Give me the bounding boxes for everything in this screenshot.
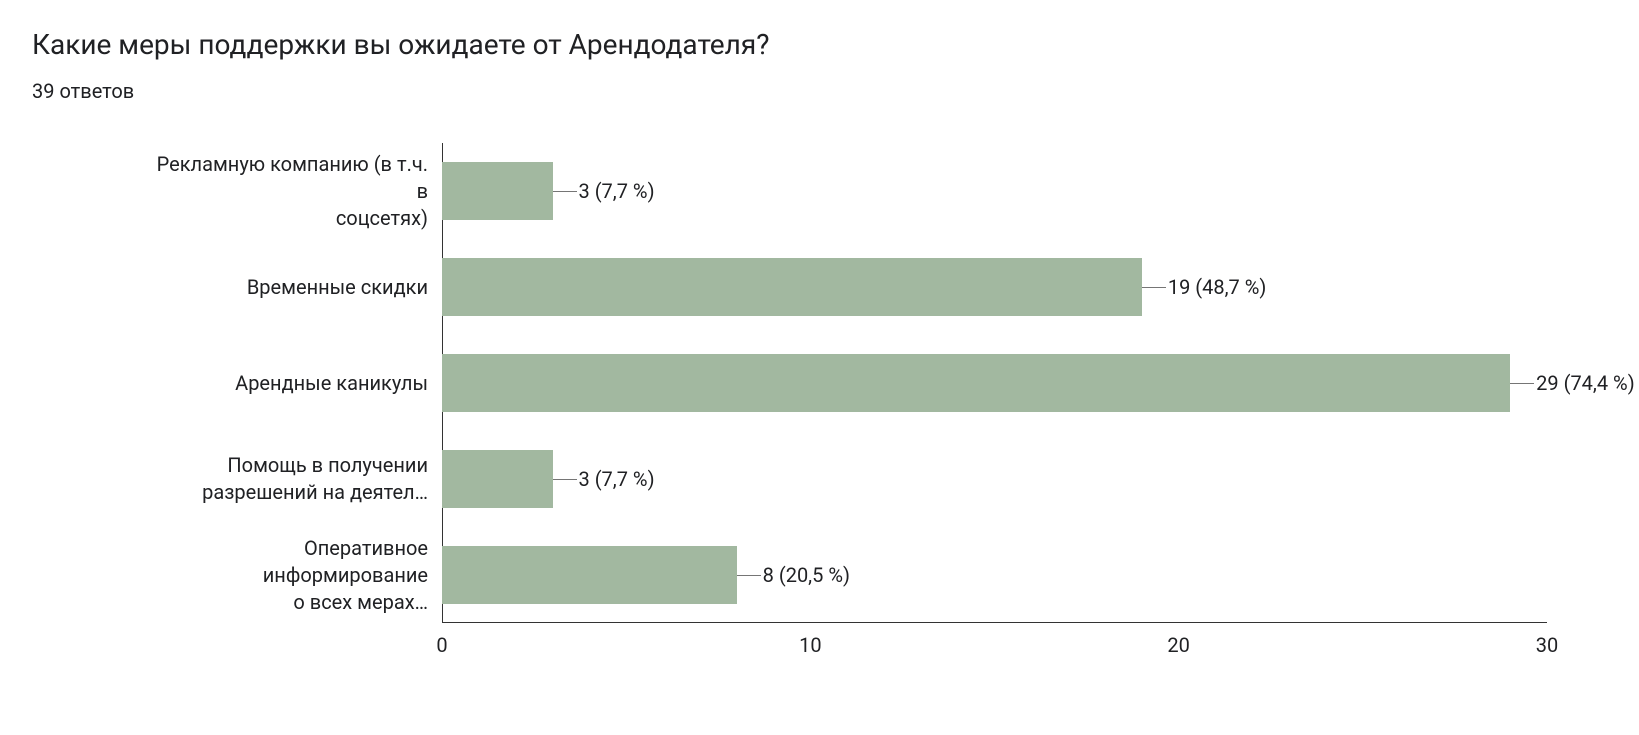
leader-line — [553, 479, 577, 480]
bar — [442, 354, 1510, 412]
bar-row: Временные скидки19 (48,7 %) — [442, 258, 1547, 316]
bar — [442, 162, 553, 220]
bar-row: Оперативное информированиео всех мерах…8… — [442, 546, 1547, 604]
bar — [442, 450, 553, 508]
value-label: 3 (7,7 %) — [579, 467, 655, 491]
category-label: Арендные каникулы — [142, 370, 442, 397]
category-label: Оперативное информированиео всех мерах… — [142, 535, 442, 616]
bar-row: Помощь в полученииразрешений на деятел…3… — [442, 450, 1547, 508]
category-label: Временные скидки — [142, 274, 442, 301]
bar — [442, 546, 737, 604]
chart-title: Какие меры поддержки вы ожидаете от Арен… — [32, 28, 1607, 61]
x-axis-ticks: 0102030 — [442, 623, 1547, 663]
leader-line — [1510, 383, 1534, 384]
x-tick-label: 0 — [436, 633, 447, 657]
chart-container: Рекламную компанию (в т.ч. всоцсетях) 3 (… — [142, 143, 1547, 663]
value-label: 8 (20,5 %) — [763, 563, 850, 587]
value-label: 19 (48,7 %) — [1168, 275, 1267, 299]
x-tick-label: 20 — [1167, 633, 1189, 657]
x-tick-label: 30 — [1536, 633, 1558, 657]
leader-line — [737, 575, 761, 576]
bar-row: Арендные каникулы29 (74,4 %) — [442, 354, 1547, 412]
value-label: 29 (74,4 %) — [1536, 371, 1635, 395]
bar — [442, 258, 1142, 316]
value-label: 3 (7,7 %) — [579, 179, 655, 203]
bar-row: Рекламную компанию (в т.ч. всоцсетях)3 (… — [442, 162, 1547, 220]
category-label: Помощь в полученииразрешений на деятел… — [142, 452, 442, 506]
leader-line — [1142, 287, 1166, 288]
response-count: 39 ответов — [32, 79, 1607, 103]
x-tick-label: 10 — [799, 633, 821, 657]
category-label: Рекламную компанию (в т.ч. всоцсетях) — [142, 151, 442, 232]
plot-area: Рекламную компанию (в т.ч. всоцсетях)3 (… — [442, 143, 1547, 623]
leader-line — [553, 191, 577, 192]
